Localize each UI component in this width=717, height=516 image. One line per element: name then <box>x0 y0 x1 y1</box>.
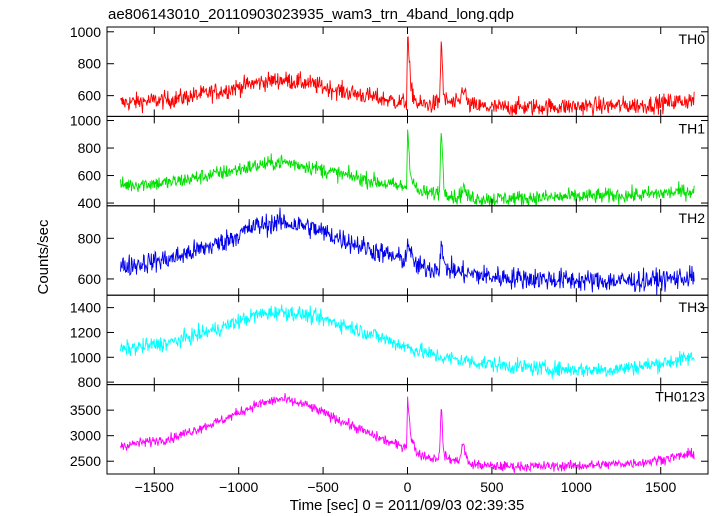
y-tick-label: 800 <box>78 230 102 246</box>
x-axis: −1500 −1000 −500 0 500 1000 1500 <box>135 479 677 495</box>
y-tick-label: 3500 <box>70 402 101 418</box>
panels-group: TH06008001000TH14006008001000TH2600800TH… <box>70 24 709 475</box>
x-tick-label: 500 <box>480 479 504 495</box>
x-tick-label: 0 <box>404 479 412 495</box>
chart-title: ae806143010_20110903023935_wam3_trn_4ban… <box>108 6 514 23</box>
panel-label: TH3 <box>679 299 706 315</box>
y-tick-label: 600 <box>78 168 102 184</box>
x-tick-label: 1000 <box>561 479 592 495</box>
panel-label: TH0 <box>679 31 706 47</box>
panel-label: TH1 <box>679 120 706 136</box>
series-line-th1 <box>120 129 695 206</box>
panel-th1: TH1 400 600 800 1000 <box>70 113 709 211</box>
y-tick-label: 800 <box>78 140 102 156</box>
y-axis-label: Counts/sec <box>35 219 52 295</box>
y-tick-label: 1400 <box>70 300 101 316</box>
y-tick-label: 800 <box>78 374 102 390</box>
y-tick-label: 600 <box>78 88 102 104</box>
x-tick-label: 1500 <box>645 479 676 495</box>
y-tick-label: 1200 <box>70 324 101 340</box>
panel-th0123: TH0123 2500 3000 3500 <box>70 384 709 475</box>
series-line-th2 <box>120 207 695 296</box>
panel-th2: TH2 600 800 <box>78 205 709 296</box>
y-tick-label: 1000 <box>70 24 101 40</box>
x-axis-label: Time [sec] 0 = 2011/09/03 02:39:35 <box>290 497 525 514</box>
y-tick-label: 1000 <box>70 349 101 365</box>
y-tick-label: 600 <box>78 271 102 287</box>
y-tick-label: 3000 <box>70 428 101 444</box>
x-tick-label: −500 <box>307 479 339 495</box>
panel-label: TH0123 <box>655 389 705 405</box>
panel-th3: TH3 800 1000 1200 1400 <box>70 294 709 390</box>
series-line-th3 <box>120 304 695 379</box>
x-tick-label: −1000 <box>219 479 259 495</box>
series-line-th0 <box>120 36 695 117</box>
y-tick-label: 800 <box>78 56 102 72</box>
panel-label: TH2 <box>679 210 706 226</box>
y-tick-label: 400 <box>78 195 102 211</box>
y-tick-label: 2500 <box>70 453 101 469</box>
y-tick-label: 1000 <box>70 113 101 129</box>
x-tick-label: −1500 <box>135 479 175 495</box>
panel-th0: TH0 600 800 1000 <box>70 24 709 117</box>
series-line-th0123 <box>120 393 695 473</box>
